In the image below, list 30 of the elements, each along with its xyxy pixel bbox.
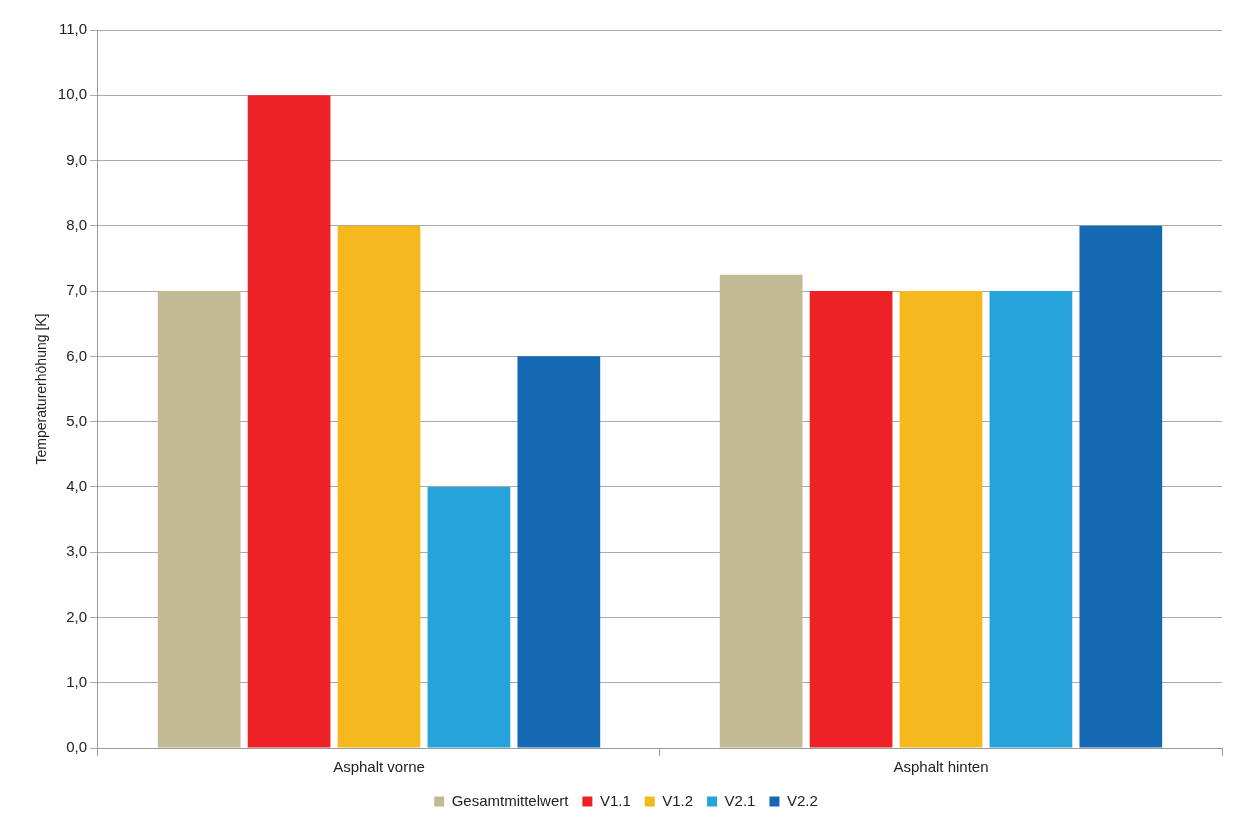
x-tick-label: Asphalt hinten xyxy=(893,758,989,776)
x-tick-label: Asphalt vorne xyxy=(333,758,425,776)
bar xyxy=(427,486,511,748)
legend-label: V1.1 xyxy=(599,791,631,809)
y-tick-label: 3,0 xyxy=(66,542,87,560)
y-tick-label: 5,0 xyxy=(66,411,87,429)
y-tick-label: 4,0 xyxy=(66,477,87,495)
bar xyxy=(719,274,803,748)
bar xyxy=(1079,225,1163,748)
y-tick-label: 8,0 xyxy=(66,215,87,233)
bar xyxy=(247,95,331,748)
y-tick-label: 9,0 xyxy=(66,150,87,168)
bar xyxy=(989,291,1073,748)
y-tick-label: 1,0 xyxy=(66,672,87,690)
legend-label: Gesamtmittelwert xyxy=(451,791,570,809)
bar xyxy=(517,356,601,748)
bar xyxy=(899,291,983,748)
y-tick-label: 11,0 xyxy=(58,20,87,38)
legend-label: V2.1 xyxy=(724,791,756,809)
y-tick-label: 6,0 xyxy=(66,346,87,364)
y-tick-label: 2,0 xyxy=(66,607,87,625)
y-tick-label: 7,0 xyxy=(66,281,87,299)
legend-label: V2.2 xyxy=(786,791,818,809)
y-axis-title: Temperaturerhöhung [K] xyxy=(33,313,50,465)
y-tick-label: 0,0 xyxy=(66,738,87,756)
bar xyxy=(157,291,241,748)
bar xyxy=(809,291,893,748)
y-tick-label: 10,0 xyxy=(57,85,87,103)
legend-label: V1.2 xyxy=(662,791,694,809)
bar xyxy=(337,225,421,748)
